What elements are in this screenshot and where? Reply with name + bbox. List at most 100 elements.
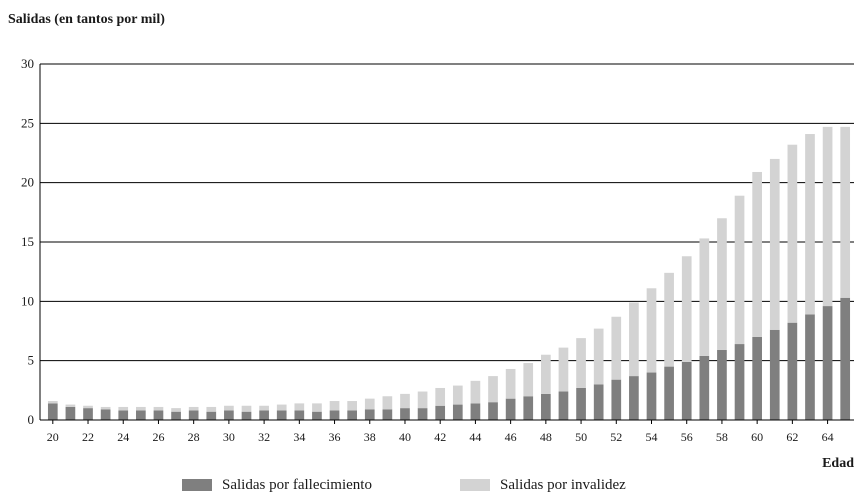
bar-fallecimiento <box>329 410 340 420</box>
x-tick-label: 20 <box>47 430 59 444</box>
bar-invalidez <box>664 272 674 367</box>
bar-fallecimiento <box>664 366 674 420</box>
bar-fallecimiento <box>100 409 111 420</box>
bar-fallecimiento <box>206 411 217 420</box>
bar-fallecimiento <box>558 391 569 420</box>
legend-item-invalidez: Salidas por invalidez <box>460 476 626 494</box>
x-tick-label: 38 <box>364 430 376 444</box>
bar-invalidez <box>717 218 727 350</box>
y-tick-label: 30 <box>21 56 34 71</box>
bar-fallecimiento <box>470 403 481 420</box>
bar-invalidez <box>224 405 234 411</box>
bar-invalidez <box>840 126 851 298</box>
bar-invalidez <box>822 126 833 307</box>
bar-fallecimiento <box>734 344 745 420</box>
bar-invalidez <box>752 171 762 337</box>
bar-invalidez <box>188 406 199 411</box>
bar-invalidez <box>47 401 58 404</box>
bar-invalidez <box>118 406 129 411</box>
bar-fallecimiento <box>259 410 269 420</box>
bar-invalidez <box>734 195 745 345</box>
bar-invalidez <box>83 405 93 409</box>
bar-invalidez <box>206 406 217 412</box>
bar-fallecimiento <box>400 408 410 420</box>
bar-invalidez <box>611 316 622 380</box>
bar-fallecimiento <box>681 361 692 420</box>
bar-fallecimiento <box>505 398 516 420</box>
x-tick-label: 34 <box>293 430 305 444</box>
grid-layer <box>40 63 854 421</box>
x-tick-label: 48 <box>540 430 552 444</box>
bar-fallecimiento <box>188 410 199 420</box>
bar-invalidez <box>805 134 815 315</box>
bar-fallecimiento <box>224 410 234 420</box>
bar-fallecimiento <box>136 410 146 420</box>
bar-invalidez <box>629 302 639 377</box>
bar-fallecimiento <box>840 297 851 420</box>
bar-fallecimiento <box>576 387 586 420</box>
x-tick-label: 44 <box>469 430 481 444</box>
bar-invalidez <box>452 385 463 405</box>
bar-fallecimiento <box>805 314 815 420</box>
bar-invalidez <box>558 347 569 392</box>
bar-fallecimiento <box>65 406 76 420</box>
bar-invalidez <box>699 238 710 356</box>
bar-invalidez <box>241 405 252 412</box>
x-tick-label: 36 <box>329 430 341 444</box>
x-tick-label: 32 <box>258 430 270 444</box>
bar-invalidez <box>329 401 340 411</box>
legend-item-fallecimiento: Salidas por fallecimiento <box>182 476 372 494</box>
bar-fallecimiento <box>717 349 727 420</box>
bar-invalidez <box>470 380 481 404</box>
x-tick-label: 30 <box>223 430 235 444</box>
x-tick-label: 64 <box>822 430 834 444</box>
x-tick-label: 46 <box>505 430 517 444</box>
bar-fallecimiento <box>593 384 604 420</box>
bar-fallecimiento <box>347 410 357 420</box>
y-tick-label: 10 <box>21 293 34 308</box>
bar-fallecimiento <box>382 409 393 420</box>
legend-swatch-fallecimiento <box>182 479 212 491</box>
y-tick-label: 15 <box>21 234 34 249</box>
bar-invalidez <box>136 406 146 411</box>
axis-layer: 0 5 10 15 20 25 30 20 22 24 26 28 30 32 34 36 38 40 42 44 46… <box>21 56 854 444</box>
bar-fallecimiento <box>699 355 710 420</box>
bar-fallecimiento <box>646 372 657 420</box>
x-tick-label: 22 <box>82 430 94 444</box>
x-tick-label: 50 <box>575 430 587 444</box>
x-tick-label: 28 <box>188 430 200 444</box>
y-tick-label: 5 <box>28 353 35 368</box>
bar-fallecimiento <box>787 322 798 420</box>
legend-label-invalidez: Salidas por invalidez <box>500 476 626 493</box>
bar-invalidez <box>593 328 604 385</box>
bar-fallecimiento <box>417 408 428 420</box>
bar-fallecimiento <box>541 393 551 420</box>
legend-swatch-invalidez <box>460 479 490 491</box>
bar-invalidez <box>787 144 798 323</box>
bar-fallecimiento <box>435 405 446 420</box>
x-tick-label: 62 <box>786 430 798 444</box>
x-tick-label: 26 <box>152 430 164 444</box>
x-tick-label: 52 <box>610 430 622 444</box>
y-tick-label: 0 <box>28 412 35 427</box>
bar-invalidez <box>276 404 287 411</box>
x-tick-label: 42 <box>434 430 446 444</box>
bar-fallecimiento <box>241 411 252 420</box>
bar-fallecimiento <box>153 410 164 420</box>
bar-fallecimiento <box>752 336 762 420</box>
bars-layer <box>47 126 851 420</box>
bar-fallecimiento <box>118 410 129 420</box>
bar-invalidez <box>400 393 410 409</box>
bar-invalidez <box>65 404 76 407</box>
bar-invalidez <box>294 403 305 411</box>
bar-invalidez <box>100 406 111 410</box>
bar-invalidez <box>312 403 322 412</box>
x-tick-label: 56 <box>681 430 693 444</box>
bar-fallecimiento <box>523 396 534 420</box>
y-tick-label: 25 <box>21 115 34 130</box>
bar-fallecimiento <box>769 329 780 420</box>
bar-fallecimiento <box>488 402 498 420</box>
bar-fallecimiento <box>294 410 305 420</box>
bar-invalidez <box>347 401 357 411</box>
